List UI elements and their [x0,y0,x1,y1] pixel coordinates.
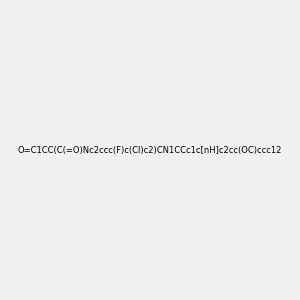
Text: O=C1CC(C(=O)Nc2ccc(F)c(Cl)c2)CN1CCc1c[nH]c2cc(OC)ccc12: O=C1CC(C(=O)Nc2ccc(F)c(Cl)c2)CN1CCc1c[nH… [18,146,282,154]
